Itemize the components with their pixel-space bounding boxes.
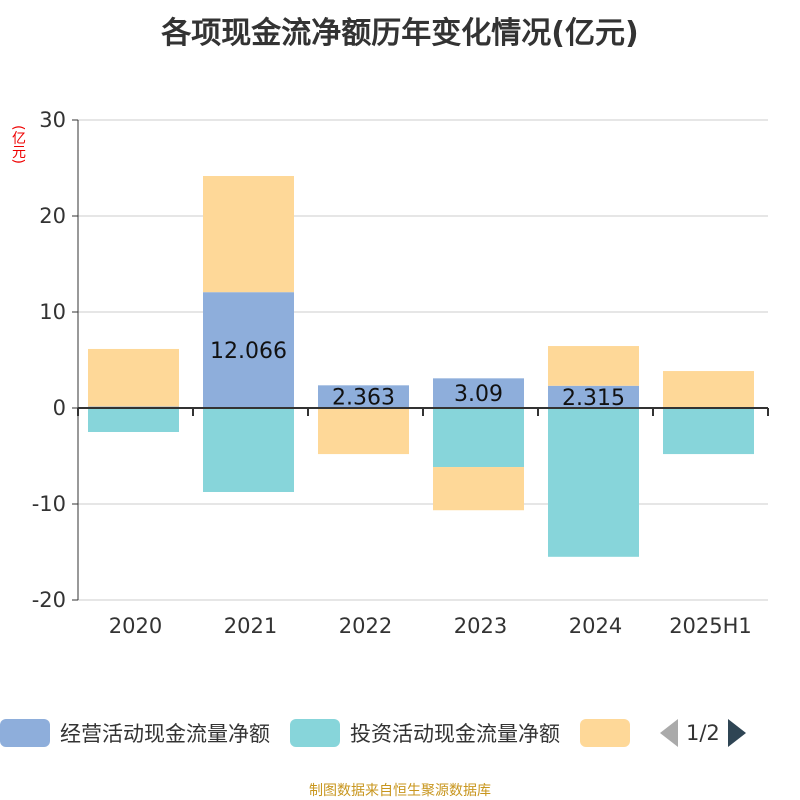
legend-swatch (0, 719, 50, 747)
y-tick-label: 10 (39, 300, 66, 324)
legend-label: 投资活动现金流量净额 (350, 722, 560, 746)
bar-2 (433, 408, 524, 468)
bar-3 (203, 176, 294, 293)
legend-pager: 1/2 (660, 719, 746, 747)
legend-item-financing[interactable] (580, 719, 640, 747)
bar-2 (203, 408, 294, 492)
next-page-icon[interactable] (727, 719, 746, 747)
bar-3 (548, 346, 639, 386)
y-tick-label: -10 (32, 492, 66, 516)
legend-item-operating[interactable]: 经营活动现金流量净额 (0, 718, 270, 748)
data-label: 3.09 (454, 382, 503, 407)
bar-3 (663, 371, 754, 408)
bar-2 (548, 408, 639, 557)
y-tick-label: 30 (39, 108, 66, 132)
data-label: 2.363 (332, 386, 395, 411)
source-note: 制图数据来自恒生聚源数据库 (309, 783, 491, 799)
bar-1 (203, 292, 294, 408)
bar-3 (318, 408, 409, 455)
y-tick-label: 0 (53, 396, 66, 420)
legend-swatch (290, 719, 340, 747)
bar-1 (318, 385, 409, 408)
data-label: 2.315 (562, 386, 625, 411)
bar-2 (88, 408, 179, 432)
bar-3 (88, 348, 179, 407)
x-tick-label: 2024 (569, 614, 622, 638)
chart: -20 -10 0 10 20 30 2020 2021 2022 2023 2024 2025H1 1… (32, 108, 769, 638)
legend-swatch (580, 719, 630, 747)
legend: 经营活动现金流量净额 投资活动现金流量净额 1/2 (0, 718, 746, 748)
legend-label: 经营活动现金流量净额 (60, 722, 270, 746)
legend-item-investing[interactable]: 投资活动现金流量净额 (290, 718, 560, 748)
x-tick-label: 2022 (339, 614, 392, 638)
bar-1 (548, 385, 639, 408)
prev-page-icon[interactable] (660, 719, 678, 747)
bar-2 (663, 408, 754, 455)
bar-3 (433, 467, 524, 511)
chart-title: 各项现金流净额历年变化情况(亿元) (161, 16, 639, 51)
x-tick-label: 2023 (454, 614, 507, 638)
y-tick-label: 20 (39, 204, 66, 228)
x-tick-label: 2025H1 (669, 614, 752, 638)
x-tick-label: 2020 (109, 614, 162, 638)
y-axis-unit: (亿元) (10, 125, 26, 164)
bar-1 (433, 378, 524, 408)
y-tick-label: -20 (32, 588, 66, 612)
legend-page-indicator: 1/2 (686, 721, 720, 745)
data-label: 12.066 (210, 339, 287, 364)
x-tick-label: 2021 (224, 614, 277, 638)
